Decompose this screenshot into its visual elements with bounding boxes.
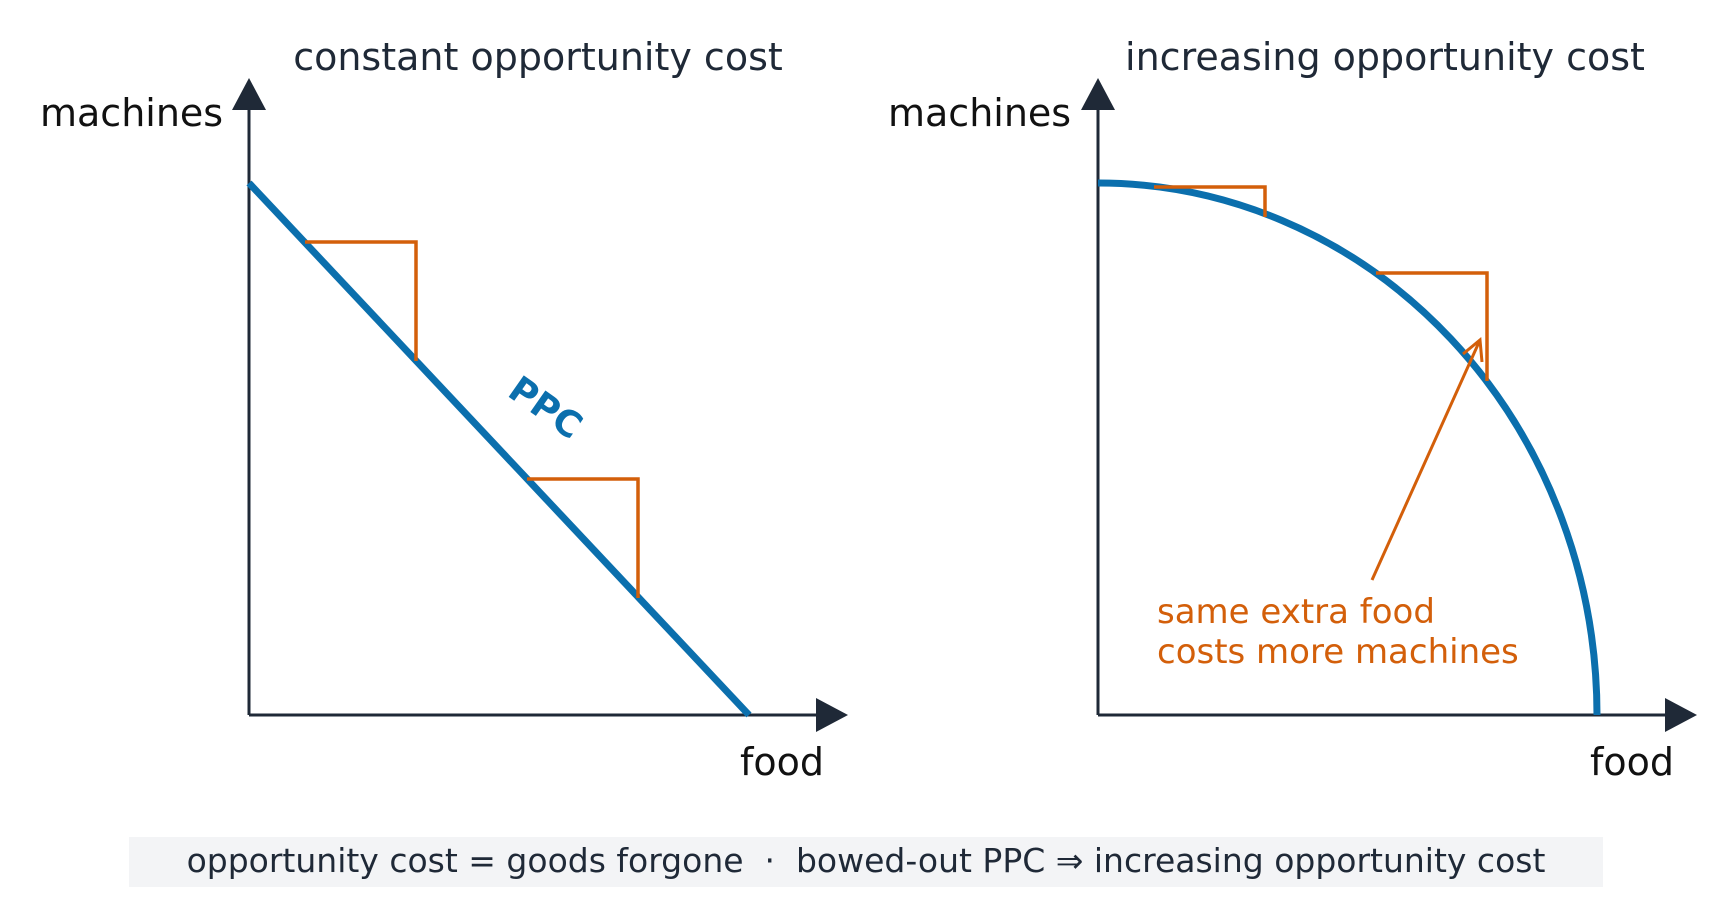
left-ppc-label: PPC xyxy=(501,369,589,448)
right-title: increasing opportunity cost xyxy=(1125,35,1645,79)
left-panel: constant opportunity cost machines food … xyxy=(40,35,848,784)
annotation-arrow-head-icon xyxy=(1462,337,1484,363)
left-y-axis-arrow-icon xyxy=(232,78,266,110)
left-x-axis-label: food xyxy=(740,740,824,784)
annotation-line-2: costs more machines xyxy=(1157,632,1519,672)
footer-text: opportunity cost = goods forgone · bowed… xyxy=(187,841,1546,880)
right-y-axis-label: machines xyxy=(888,91,1071,135)
right-panel: increasing opportunity cost machines foo… xyxy=(888,35,1697,784)
annotation-arrow xyxy=(1370,339,1482,581)
left-x-axis-arrow-icon xyxy=(816,698,848,732)
left-title: constant opportunity cost xyxy=(293,35,783,79)
annotation-line-1: same extra food xyxy=(1157,592,1435,632)
right-x-axis-arrow-icon xyxy=(1665,698,1697,732)
left-step-1 xyxy=(305,240,418,361)
footer-background xyxy=(129,837,1603,887)
left-step-2 xyxy=(527,477,640,598)
right-ppc-curve xyxy=(1097,179,1601,716)
right-step-1 xyxy=(1154,185,1267,217)
right-y-axis-arrow-icon xyxy=(1081,78,1115,110)
right-step-2 xyxy=(1376,271,1489,381)
left-ppc-line xyxy=(246,180,752,718)
footer: opportunity cost = goods forgone · bowed… xyxy=(129,837,1603,887)
right-x-axis-label: food xyxy=(1590,740,1674,784)
left-y-axis-label: machines xyxy=(40,91,223,135)
